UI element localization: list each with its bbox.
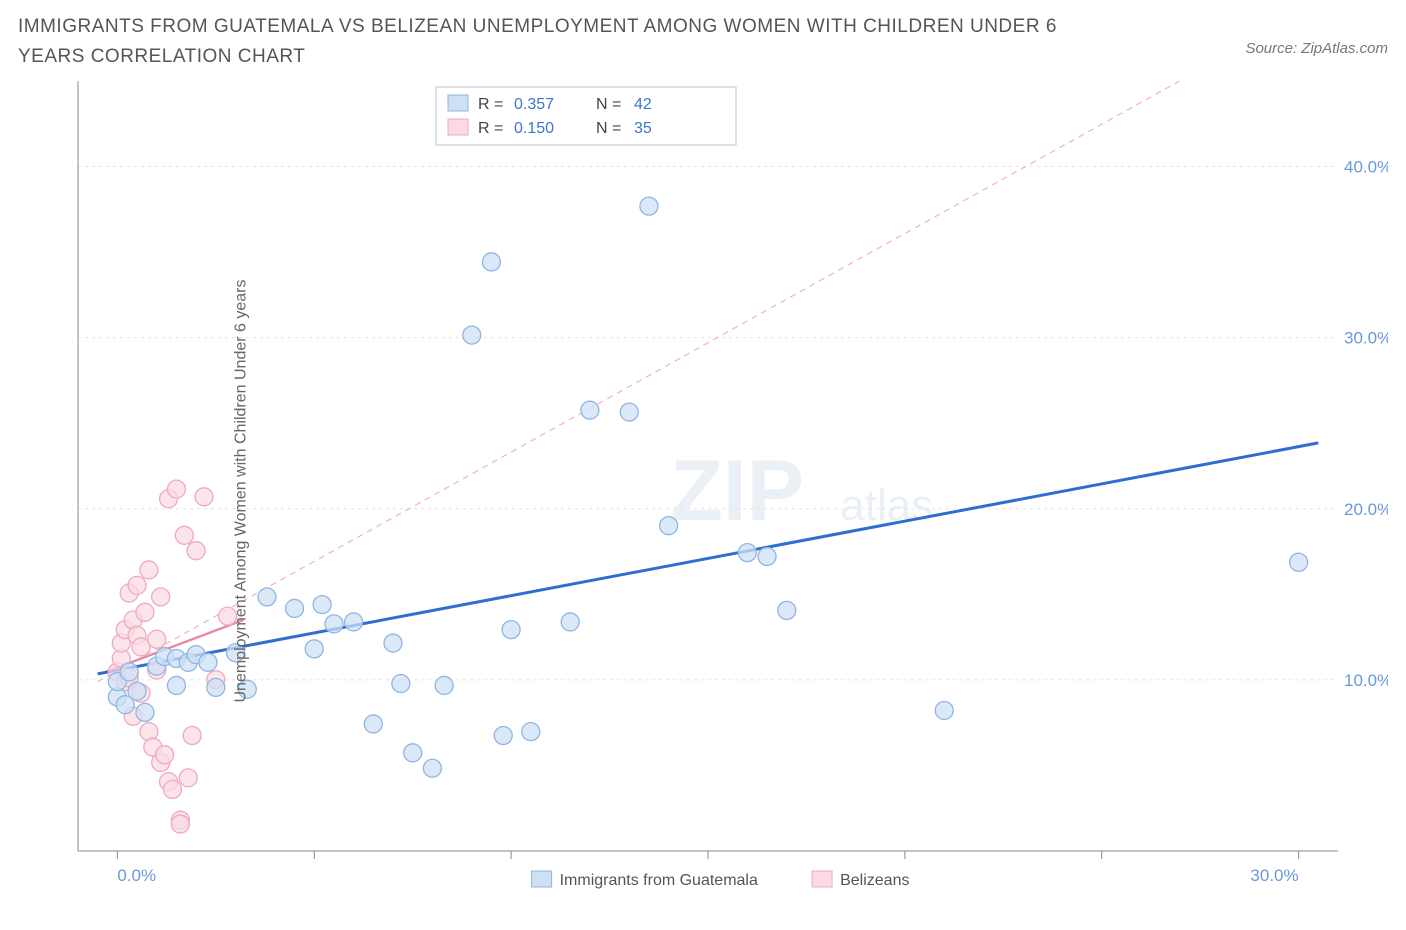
data-point-guatemala bbox=[502, 620, 520, 638]
data-point-belizeans bbox=[171, 815, 189, 833]
data-point-guatemala bbox=[325, 615, 343, 633]
data-point-guatemala bbox=[199, 653, 217, 671]
data-point-guatemala bbox=[384, 634, 402, 652]
legend-r-value: 0.150 bbox=[514, 120, 554, 137]
y-axis-label: Unemployment Among Women with Children U… bbox=[233, 279, 251, 702]
data-point-guatemala bbox=[581, 401, 599, 419]
data-point-guatemala bbox=[364, 715, 382, 733]
data-point-guatemala bbox=[758, 547, 776, 565]
y-tick-label: 40.0% bbox=[1344, 157, 1388, 176]
data-point-belizeans bbox=[175, 526, 193, 544]
data-point-belizeans bbox=[156, 746, 174, 764]
legend-swatch-guatemala bbox=[532, 871, 552, 887]
data-point-guatemala bbox=[660, 516, 678, 534]
data-point-guatemala bbox=[136, 703, 154, 721]
data-point-belizeans bbox=[183, 726, 201, 744]
legend-n-value: 35 bbox=[634, 120, 652, 137]
data-point-belizeans bbox=[164, 780, 182, 798]
data-point-belizeans bbox=[136, 603, 154, 621]
data-point-guatemala bbox=[305, 640, 323, 658]
legend-n-value: 42 bbox=[634, 96, 652, 113]
y-tick-label: 10.0% bbox=[1344, 671, 1388, 690]
data-point-guatemala bbox=[435, 676, 453, 694]
correlation-scatter-chart: ZIP atlas 0.0% 30.0% 10.0% 20.0% 30.0% 40.0% R =… bbox=[18, 81, 1388, 901]
data-point-belizeans bbox=[152, 588, 170, 606]
legend-r-value: 0.357 bbox=[514, 96, 554, 113]
data-point-belizeans bbox=[140, 561, 158, 579]
data-point-guatemala bbox=[128, 682, 146, 700]
data-point-guatemala bbox=[778, 601, 796, 619]
legend-r-label: R = bbox=[478, 96, 503, 113]
data-point-guatemala bbox=[286, 599, 304, 617]
legend-label-belizeans: Belizeans bbox=[840, 872, 909, 889]
watermark-atlas: atlas bbox=[840, 481, 933, 530]
chart-title: IMMIGRANTS FROM GUATEMALA VS BELIZEAN UN… bbox=[18, 12, 1118, 73]
legend-r-label: R = bbox=[478, 120, 503, 137]
data-point-guatemala bbox=[207, 678, 225, 696]
legend-label-guatemala: Immigrants from Guatemala bbox=[560, 872, 758, 889]
trend-line-belizeans-extrapolated bbox=[98, 81, 1319, 682]
legend-n-label: N = bbox=[596, 120, 621, 137]
data-point-guatemala bbox=[345, 613, 363, 631]
data-point-guatemala bbox=[494, 726, 512, 744]
data-point-belizeans bbox=[179, 769, 197, 787]
data-point-guatemala bbox=[738, 543, 756, 561]
data-point-guatemala bbox=[935, 701, 953, 719]
data-point-guatemala bbox=[392, 674, 410, 692]
x-tick-label: 0.0% bbox=[117, 866, 156, 885]
legend-swatch-belizeans bbox=[448, 119, 468, 135]
data-point-guatemala bbox=[640, 197, 658, 215]
data-point-guatemala bbox=[167, 676, 185, 694]
data-point-guatemala bbox=[258, 588, 276, 606]
source-credit: Source: ZipAtlas.com bbox=[1245, 40, 1388, 57]
data-point-guatemala bbox=[120, 663, 138, 681]
data-point-belizeans bbox=[167, 480, 185, 498]
legend-swatch-belizeans bbox=[812, 871, 832, 887]
watermark-zip: ZIP bbox=[670, 443, 804, 539]
data-point-guatemala bbox=[313, 595, 331, 613]
data-point-guatemala bbox=[522, 722, 540, 740]
y-tick-label: 30.0% bbox=[1344, 328, 1388, 347]
data-point-guatemala bbox=[463, 326, 481, 344]
y-tick-label: 20.0% bbox=[1344, 500, 1388, 519]
data-point-guatemala bbox=[423, 759, 441, 777]
legend-n-label: N = bbox=[596, 96, 621, 113]
data-point-guatemala bbox=[404, 744, 422, 762]
data-point-guatemala bbox=[561, 613, 579, 631]
x-tick-label: 30.0% bbox=[1250, 866, 1298, 885]
data-point-belizeans bbox=[128, 576, 146, 594]
data-point-guatemala bbox=[620, 403, 638, 421]
legend-swatch-guatemala bbox=[448, 95, 468, 111]
data-point-belizeans bbox=[195, 488, 213, 506]
data-point-guatemala bbox=[482, 253, 500, 271]
data-point-belizeans bbox=[148, 630, 166, 648]
data-point-guatemala bbox=[1290, 553, 1308, 571]
data-point-belizeans bbox=[187, 541, 205, 559]
